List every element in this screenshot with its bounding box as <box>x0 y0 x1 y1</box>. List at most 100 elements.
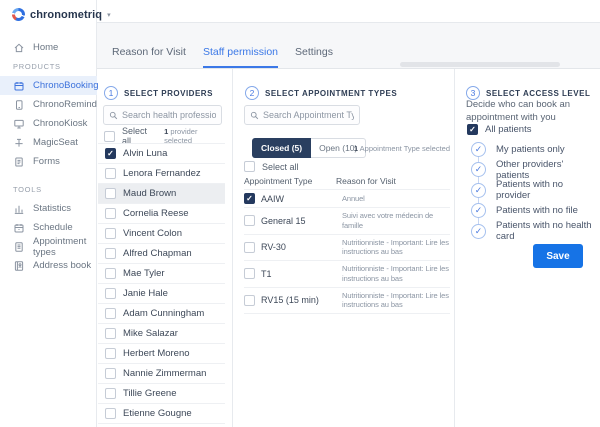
sidebar-item-label: ChronoRemind <box>33 99 97 110</box>
chronobooking-calendar-icon <box>13 80 25 92</box>
appointment-type-name: RV-30 <box>261 242 286 253</box>
provider-checkbox[interactable] <box>105 268 116 279</box>
top-header-bar <box>97 0 600 23</box>
provider-checkbox[interactable]: ✓ <box>105 148 116 159</box>
sidebar-item-chronobooking[interactable]: ChronoBooking <box>0 76 99 95</box>
column-header-type: Appointment Type <box>244 176 313 186</box>
check-circle-icon[interactable]: ✓ <box>471 203 486 219</box>
search-icon <box>250 111 259 119</box>
appointment-reason: Suivi avec votre médecin de famille <box>342 211 434 230</box>
provider-checkbox[interactable] <box>105 388 116 399</box>
provider-checkbox[interactable] <box>105 408 116 419</box>
spinner-logo-icon <box>12 8 25 21</box>
chronokiosk-monitor-icon <box>13 118 25 130</box>
provider-checkbox[interactable] <box>105 368 116 379</box>
sidebar-item-home[interactable]: Home <box>0 38 97 57</box>
provider-checkbox[interactable] <box>105 168 116 179</box>
all-patients-checkbox[interactable]: ✓ <box>467 124 478 135</box>
appointment-type-row[interactable]: T1 Nutritionniste - Important: Lire les i… <box>244 261 450 288</box>
provider-checkbox[interactable] <box>105 208 116 219</box>
access-level-row[interactable]: ✓ Patients with no provider <box>466 179 596 201</box>
appointment-type-checkbox[interactable] <box>244 294 255 306</box>
appointment-search-input[interactable] <box>263 110 354 120</box>
providers-select-all-checkbox[interactable] <box>104 130 115 142</box>
access-level-row[interactable]: ✓ Patients with no health card <box>466 220 596 242</box>
appointment-type-row[interactable]: RV15 (15 min) Nutritionniste - Important:… <box>244 288 450 314</box>
provider-row[interactable]: Tillie Greene <box>98 384 225 404</box>
address-book-icon <box>13 260 25 272</box>
sidebar-item-appointment-types[interactable]: Appointment types <box>0 235 97 258</box>
check-circle-icon[interactable]: ✓ <box>471 182 486 198</box>
tab-bar: Reason for Visit Staff permission Settings <box>97 23 600 69</box>
access-description: Decide who can book an appointment with … <box>466 99 571 123</box>
provider-row[interactable]: Nannie Zimmerman <box>98 364 225 384</box>
provider-checkbox[interactable] <box>105 248 116 259</box>
provider-checkbox[interactable] <box>105 288 116 299</box>
brand-menu[interactable]: chronometriq ▾ <box>12 8 111 21</box>
magicseat-icon <box>13 137 25 149</box>
check-circle-icon[interactable]: ✓ <box>471 223 486 239</box>
sidebar-item-statistics[interactable]: Statistics <box>0 199 97 218</box>
statistics-chart-icon <box>13 203 25 215</box>
column-divider <box>454 69 455 427</box>
provider-row[interactable]: Lenora Fernandez <box>98 164 225 184</box>
provider-row[interactable]: Etienne Gougne <box>98 404 225 424</box>
provider-search-input[interactable] <box>122 110 216 120</box>
provider-row[interactable]: Alfred Chapman <box>98 244 225 264</box>
access-level-row[interactable]: ✓ Patients with no file <box>466 201 596 222</box>
appointment-type-row[interactable]: ✓ AAIW Annuel <box>244 190 450 208</box>
provider-name: Lenora Fernandez <box>123 168 201 179</box>
provider-row[interactable]: Vincent Colon <box>98 224 225 244</box>
closed-toggle-button[interactable]: Closed (5) <box>252 138 312 158</box>
provider-name: Tillie Greene <box>123 388 177 399</box>
provider-row[interactable]: Adam Cunningham <box>98 304 225 324</box>
sidebar-item-address-book[interactable]: Address book <box>0 256 97 275</box>
appointment-type-checkbox[interactable] <box>244 215 255 227</box>
provider-checkbox[interactable] <box>105 348 116 359</box>
appointments-select-all-checkbox[interactable] <box>244 161 255 172</box>
check-circle-icon[interactable]: ✓ <box>471 162 486 178</box>
check-circle-icon[interactable]: ✓ <box>471 141 486 157</box>
provider-row[interactable]: Maud Brown <box>98 184 225 204</box>
schedule-calendar-icon <box>13 222 25 234</box>
search-icon <box>109 111 118 119</box>
appointment-reason: Nutritionniste - Important: Lire les ins… <box>342 237 449 257</box>
provider-row[interactable]: Mae Tyler <box>98 264 225 284</box>
column-header-reason: Reason for Visit <box>336 176 396 186</box>
provider-name: Herbert Moreno <box>123 348 190 359</box>
appointment-type-checkbox[interactable] <box>244 268 255 280</box>
sidebar-item-magicseat[interactable]: MagicSeat <box>0 133 97 152</box>
access-level-row[interactable]: ✓ Other providers' patients <box>466 159 596 181</box>
forms-clipboard-icon <box>13 156 25 168</box>
provider-row[interactable]: Cornelia Reese <box>98 204 225 224</box>
sidebar-item-label: Appointment types <box>33 235 87 258</box>
sidebar-item-schedule[interactable]: Schedule <box>0 218 97 237</box>
chevron-down-icon: ▾ <box>107 12 111 19</box>
provider-checkbox[interactable] <box>105 228 116 239</box>
provider-row[interactable]: ✓ Alvin Luna <box>98 144 225 164</box>
provider-row[interactable]: Mike Salazar <box>98 324 225 344</box>
sidebar-item-chronokiosk[interactable]: ChronoKiosk <box>0 114 97 133</box>
provider-checkbox[interactable] <box>105 308 116 319</box>
sidebar-item-label: Schedule <box>33 222 73 233</box>
appointment-type-row[interactable]: RV-30 Nutritionniste - Important: Lire le… <box>244 235 450 261</box>
provider-row[interactable]: Janie Hale <box>98 284 225 304</box>
tab-settings[interactable]: Settings <box>295 46 333 58</box>
provider-checkbox[interactable] <box>105 328 116 339</box>
access-level-label: My patients only <box>496 143 565 155</box>
provider-row[interactable]: Herbert Moreno <box>98 344 225 364</box>
provider-checkbox[interactable] <box>105 188 116 199</box>
providers-selected-note: 1 provider selected <box>164 127 198 145</box>
select-all-label: Select all <box>122 126 148 146</box>
appointment-type-checkbox[interactable]: ✓ <box>244 193 255 204</box>
appointment-type-checkbox[interactable] <box>244 241 255 253</box>
appointment-type-row[interactable]: General 15 Suivi avec votre médecin de fa… <box>244 208 450 235</box>
sidebar-item-forms[interactable]: Forms <box>0 152 97 171</box>
horizontal-scrollbar-thumb[interactable] <box>400 62 560 67</box>
save-button[interactable]: Save <box>533 244 583 268</box>
tab-staff-permission[interactable]: Staff permission <box>202 46 279 68</box>
sidebar-item-chronoremind[interactable]: ChronoRemind <box>0 95 97 114</box>
access-level-row[interactable]: ✓ My patients only <box>466 139 596 160</box>
tab-reason-for-visit[interactable]: Reason for Visit <box>112 46 186 58</box>
open-toggle-button[interactable]: Open (10) <box>311 138 367 158</box>
